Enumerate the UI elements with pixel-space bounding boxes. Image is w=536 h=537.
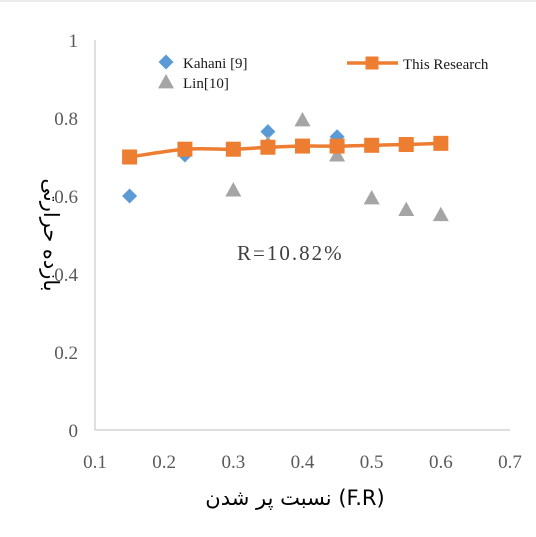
this-research-point [365,56,379,70]
this-research-line [129,141,441,159]
y-tick-label: 1 [69,31,79,52]
kahani-point [122,188,138,204]
x-tick-label: 0.1 [83,452,107,473]
x-tick-label: 0.5 [360,452,384,473]
lin-point [329,147,346,162]
y-tick-label: 0.8 [54,109,78,130]
y-tick-label: 0 [69,421,79,442]
legend-label-lin: Lin[10] [183,76,229,92]
legend-label-kahani: Kahani [9] [183,56,248,72]
x-axis-title: نسبت پر شدن (F.R) [205,486,384,510]
axes [94,40,510,431]
this-research-point [364,137,380,153]
lin-point [363,189,380,205]
lin-point [432,206,449,222]
r-annotation: R=10.82% [237,241,344,265]
lin-point [158,74,174,89]
x-tick-label: 0.4 [291,452,315,473]
y-axis-title: بازده حرارتی [39,178,63,291]
this-research-point [260,139,276,155]
lin-point [225,182,242,197]
y-tick-label: 0.2 [54,343,78,364]
this-research-point [177,141,193,157]
legend-label-this-research: This Research [403,57,489,73]
x-tick-label: 0.6 [429,452,453,473]
tick-labels: 0.1 0.2 0.3 0.4 0.5 0.6 0.7 0 0.2 0.4 0.6 0.8 1 [54,31,522,473]
legend: Kahani [9] Lin[10] This Research [158,54,489,92]
this-research-point [122,149,138,165]
kahani-point [260,124,276,140]
this-research-point [398,137,414,153]
x-tick-label: 0.2 [152,452,176,473]
lin-point [398,201,415,217]
this-research-point [433,135,449,151]
x-tick-label: 0.3 [221,452,245,473]
this-research-point [295,138,310,154]
this-research-point [225,141,241,157]
kahani-point [158,54,174,70]
y-tick-label: 0.6 [54,187,78,208]
this-research-point [329,138,345,154]
x-tick-label: 0.7 [498,452,522,473]
plot-area [122,111,449,222]
lin-point [294,111,311,127]
y-tick-label: 0.4 [54,265,78,286]
